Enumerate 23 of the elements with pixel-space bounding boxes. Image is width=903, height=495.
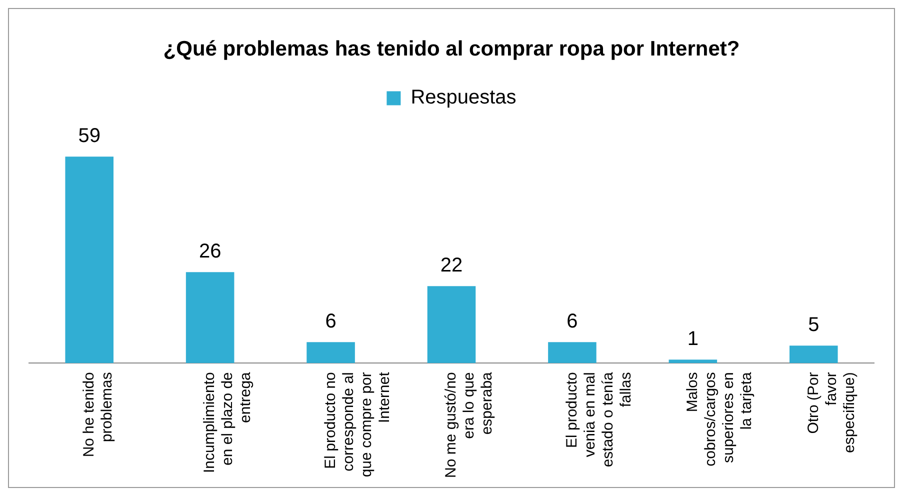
bar — [668, 360, 718, 364]
data-label: 26 — [198, 240, 222, 263]
x-tick-label: Incumplimiento en el plazo de entrega — [201, 371, 254, 473]
x-tick-label: Malos cobros/cargos superiores en la tarjeta — [684, 371, 756, 466]
data-label: 22 — [440, 254, 463, 277]
x-tick-label: El producto venia en mal estado o tenía fallas — [563, 371, 634, 468]
x-tick-label: Otro (Por favor especifique) — [804, 372, 858, 453]
data-label: 59 — [78, 125, 100, 148]
chart-title: ¿Qué problemas has tenido al comprar ropa por Internet? — [163, 37, 740, 60]
x-tick-label: El producto no corresponde al que compre por Internet — [322, 371, 393, 478]
bar — [790, 346, 838, 364]
bar — [186, 272, 234, 364]
bar — [65, 156, 114, 364]
bar — [548, 342, 596, 364]
data-label: 6 — [566, 310, 578, 333]
x-tick-label: No he tenido problemas — [80, 372, 116, 458]
bar — [427, 286, 476, 364]
data-label: 6 — [325, 310, 336, 333]
legend-label: Respuestas — [410, 86, 516, 109]
x-tick-label: No me gustó/no era lo que esperaba — [442, 371, 496, 478]
bar — [306, 342, 355, 364]
data-label: 5 — [808, 314, 820, 336]
data-label: 1 — [687, 328, 698, 350]
